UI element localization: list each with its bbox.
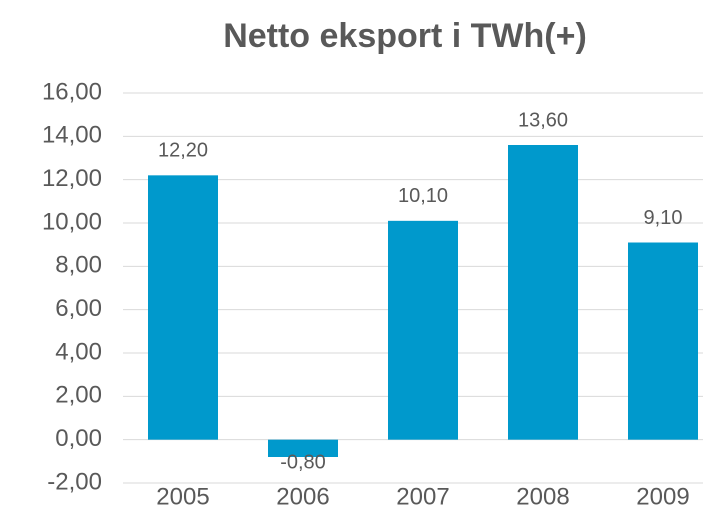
data-label: 13,60	[518, 109, 568, 131]
bar	[388, 220, 458, 440]
chart-title: Netto eksport i TWh(+)	[223, 17, 587, 55]
x-tick-label: 2009	[636, 483, 689, 510]
y-tick-label: 8,00	[55, 252, 102, 279]
y-tick-label: 4,00	[55, 338, 102, 365]
data-label: 10,10	[398, 185, 448, 207]
data-label: 9,10	[644, 207, 683, 229]
y-tick-label: -2,00	[47, 468, 102, 495]
bar	[268, 439, 338, 457]
x-tick-label: 2007	[396, 483, 449, 510]
y-tick-label: 2,00	[55, 382, 102, 409]
bar	[628, 242, 698, 440]
y-tick-label: 10,00	[42, 208, 102, 235]
bar	[148, 175, 218, 440]
data-label: 12,20	[158, 140, 208, 162]
y-tick-label: 12,00	[42, 165, 102, 192]
bar	[508, 145, 578, 440]
y-tick-label: 0,00	[55, 425, 102, 452]
y-tick-label: 16,00	[42, 78, 102, 105]
x-tick-label: 2006	[276, 483, 329, 510]
y-tick-label: 6,00	[55, 295, 102, 322]
data-label: -0,80	[280, 451, 326, 473]
x-tick-label: 2008	[516, 483, 569, 510]
x-tick-label: 2005	[156, 483, 209, 510]
y-tick-label: 14,00	[42, 122, 102, 149]
